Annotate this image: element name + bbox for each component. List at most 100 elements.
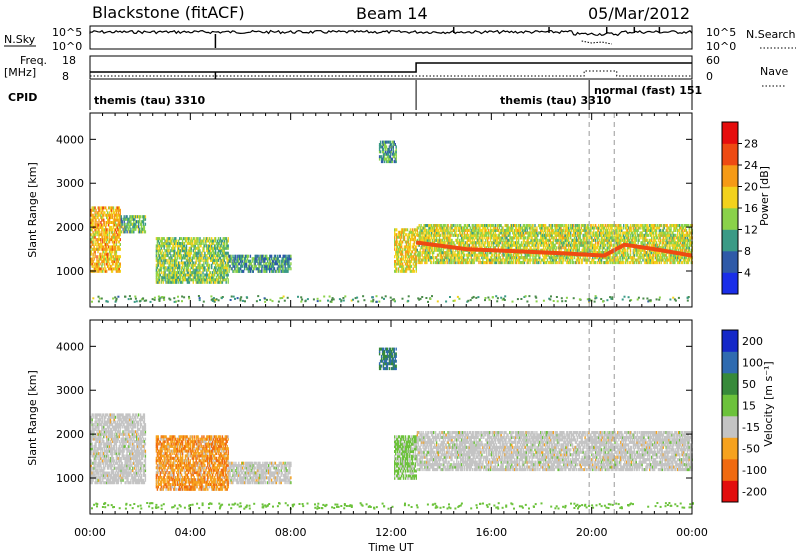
range-cell (216, 268, 219, 272)
range-cell (259, 269, 261, 273)
range-cell (498, 224, 500, 228)
range-cell (194, 273, 196, 277)
range-cell (108, 213, 110, 217)
range-cell (540, 243, 542, 247)
range-cell (117, 223, 120, 227)
range-cell (619, 233, 621, 237)
range-cell (558, 226, 560, 230)
range-cell (390, 143, 393, 146)
range-cell (590, 231, 592, 235)
range-cell (400, 255, 403, 259)
range-cell (121, 225, 123, 229)
range-cell (384, 150, 387, 154)
range-cell (379, 143, 382, 146)
range-cell (115, 223, 118, 227)
range-cell (443, 231, 445, 235)
range-cell (409, 262, 412, 266)
range-cell (245, 259, 248, 263)
range-cell (219, 261, 222, 265)
range-cell (562, 228, 564, 232)
range-cell (225, 256, 227, 260)
range-cell (422, 238, 424, 242)
range-cell (404, 250, 407, 254)
range-cell (246, 254, 249, 258)
range-cell (224, 278, 226, 282)
range-cell (509, 236, 511, 240)
range-cell (510, 256, 512, 260)
range-cell (385, 160, 388, 164)
range-cell (167, 275, 169, 279)
range-cell (382, 152, 385, 156)
range-cell (495, 236, 498, 240)
range-cell (395, 240, 397, 244)
range-cell (558, 243, 560, 247)
range-cell (574, 233, 577, 237)
range-cell (532, 241, 534, 245)
range-cell (197, 258, 199, 262)
range-cell (526, 238, 528, 242)
range-cell (437, 224, 440, 228)
range-cell (462, 241, 465, 245)
range-cell (446, 231, 448, 235)
range-cell (522, 256, 525, 260)
range-cell (530, 236, 532, 240)
range-cell (607, 261, 609, 265)
range-cell (525, 246, 527, 250)
range-cell (180, 261, 183, 265)
range-cell (141, 227, 144, 231)
range-cell (604, 243, 607, 247)
range-cell (258, 262, 260, 266)
range-cell (603, 256, 606, 260)
range-cell (490, 256, 493, 260)
range-cell (208, 266, 210, 270)
range-cell (113, 247, 116, 251)
range-cell (286, 269, 288, 273)
range-cell (551, 256, 553, 260)
range-cell (101, 233, 103, 237)
range-cell (418, 233, 420, 237)
range-cell (272, 259, 275, 263)
range-cell (610, 238, 612, 242)
range-cell (163, 271, 165, 275)
range-cell (414, 264, 416, 268)
range-cell (481, 236, 483, 240)
range-cell (225, 280, 227, 284)
range-cell (188, 258, 191, 262)
range-cell (583, 233, 585, 237)
range-cell (574, 228, 577, 232)
range-cell (252, 257, 254, 261)
range-cell (188, 251, 191, 255)
range-cell (498, 238, 500, 242)
range-cell (567, 236, 569, 240)
range-cell (442, 241, 444, 245)
range-cell (550, 228, 553, 232)
range-cell (415, 267, 417, 271)
range-cell (439, 258, 442, 262)
range-cell (233, 262, 235, 266)
range-cell (120, 225, 122, 229)
range-cell (616, 253, 618, 257)
range-cell (419, 231, 421, 235)
range-cell (503, 241, 505, 245)
range-cell (284, 267, 286, 271)
range-cell (430, 251, 432, 255)
range-cell (268, 257, 270, 261)
range-cell (225, 254, 227, 258)
range-cell (429, 224, 431, 228)
range-cell (231, 262, 233, 266)
range-cell (235, 269, 237, 273)
range-cell (410, 255, 413, 259)
range-cell (477, 231, 479, 235)
range-cell (609, 231, 611, 235)
range-cell (378, 157, 381, 161)
range-cell (100, 238, 102, 242)
range-cell (558, 258, 560, 262)
range-cell (177, 246, 179, 250)
range-cell (209, 256, 211, 260)
range-cell (543, 261, 546, 265)
range-cell (503, 233, 505, 237)
range-cell (487, 253, 489, 257)
range-cell (605, 261, 608, 265)
range-cell (523, 256, 526, 260)
range-cell (101, 260, 103, 263)
